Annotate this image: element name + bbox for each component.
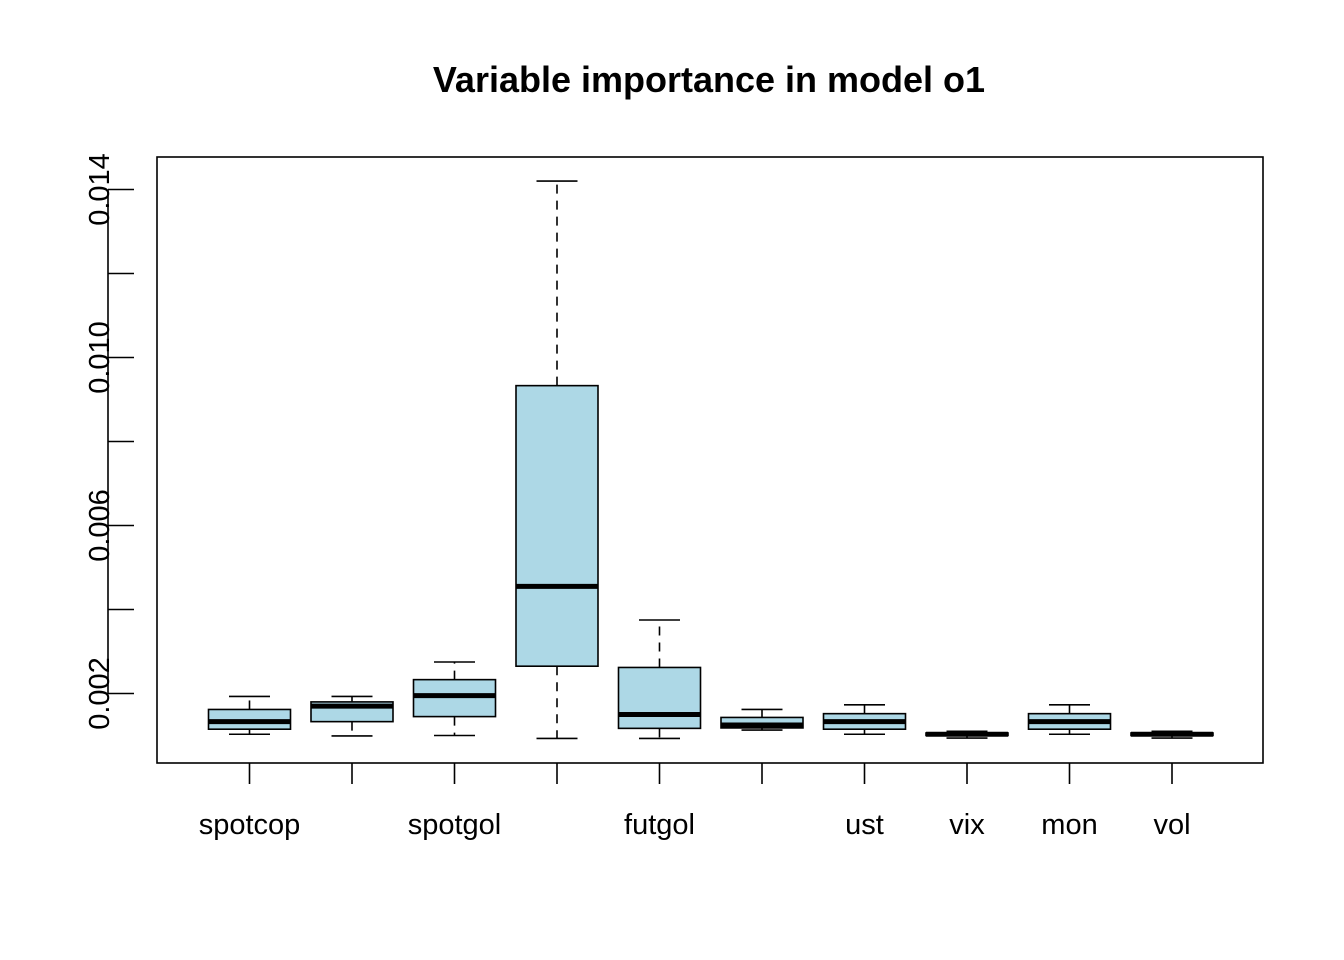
box-var-6 [720, 708, 804, 731]
x-tick-label: mon [1041, 809, 1097, 841]
iqr-box [617, 666, 702, 730]
y-tick-label: 0.014 [84, 153, 116, 226]
plot-frame [156, 156, 1264, 764]
box-vol [1130, 730, 1214, 739]
x-tick-label: ust [845, 809, 884, 841]
box-vix [925, 730, 1009, 739]
box-ust [822, 704, 907, 736]
box-mon [1027, 704, 1112, 736]
y-tick-label: 0.010 [84, 321, 116, 394]
x-tick-label: spotcop [199, 809, 301, 841]
x-tick-label: futgol [624, 809, 695, 841]
y-tick-label: 0.006 [84, 489, 116, 562]
x-axis: spotcop spotgol futgol ust vix mon vol [199, 763, 1191, 841]
box-futgol [617, 619, 702, 740]
x-tick-label: vix [949, 809, 985, 841]
iqr-box [412, 678, 497, 718]
box-spotcop [207, 695, 292, 736]
box-var-2 [310, 695, 394, 737]
iqr-box [515, 384, 599, 668]
x-tick-label: spotgol [408, 809, 502, 841]
chart-title: Variable importance in model o1 [433, 59, 985, 100]
box-spotgol [412, 661, 497, 737]
y-tick-label: 0.002 [84, 657, 116, 730]
box-var-4 [515, 180, 599, 740]
boxes [207, 180, 1214, 740]
x-tick-label: vol [1153, 809, 1190, 841]
y-axis: 0.002 0.006 0.010 0.014 [84, 153, 134, 730]
